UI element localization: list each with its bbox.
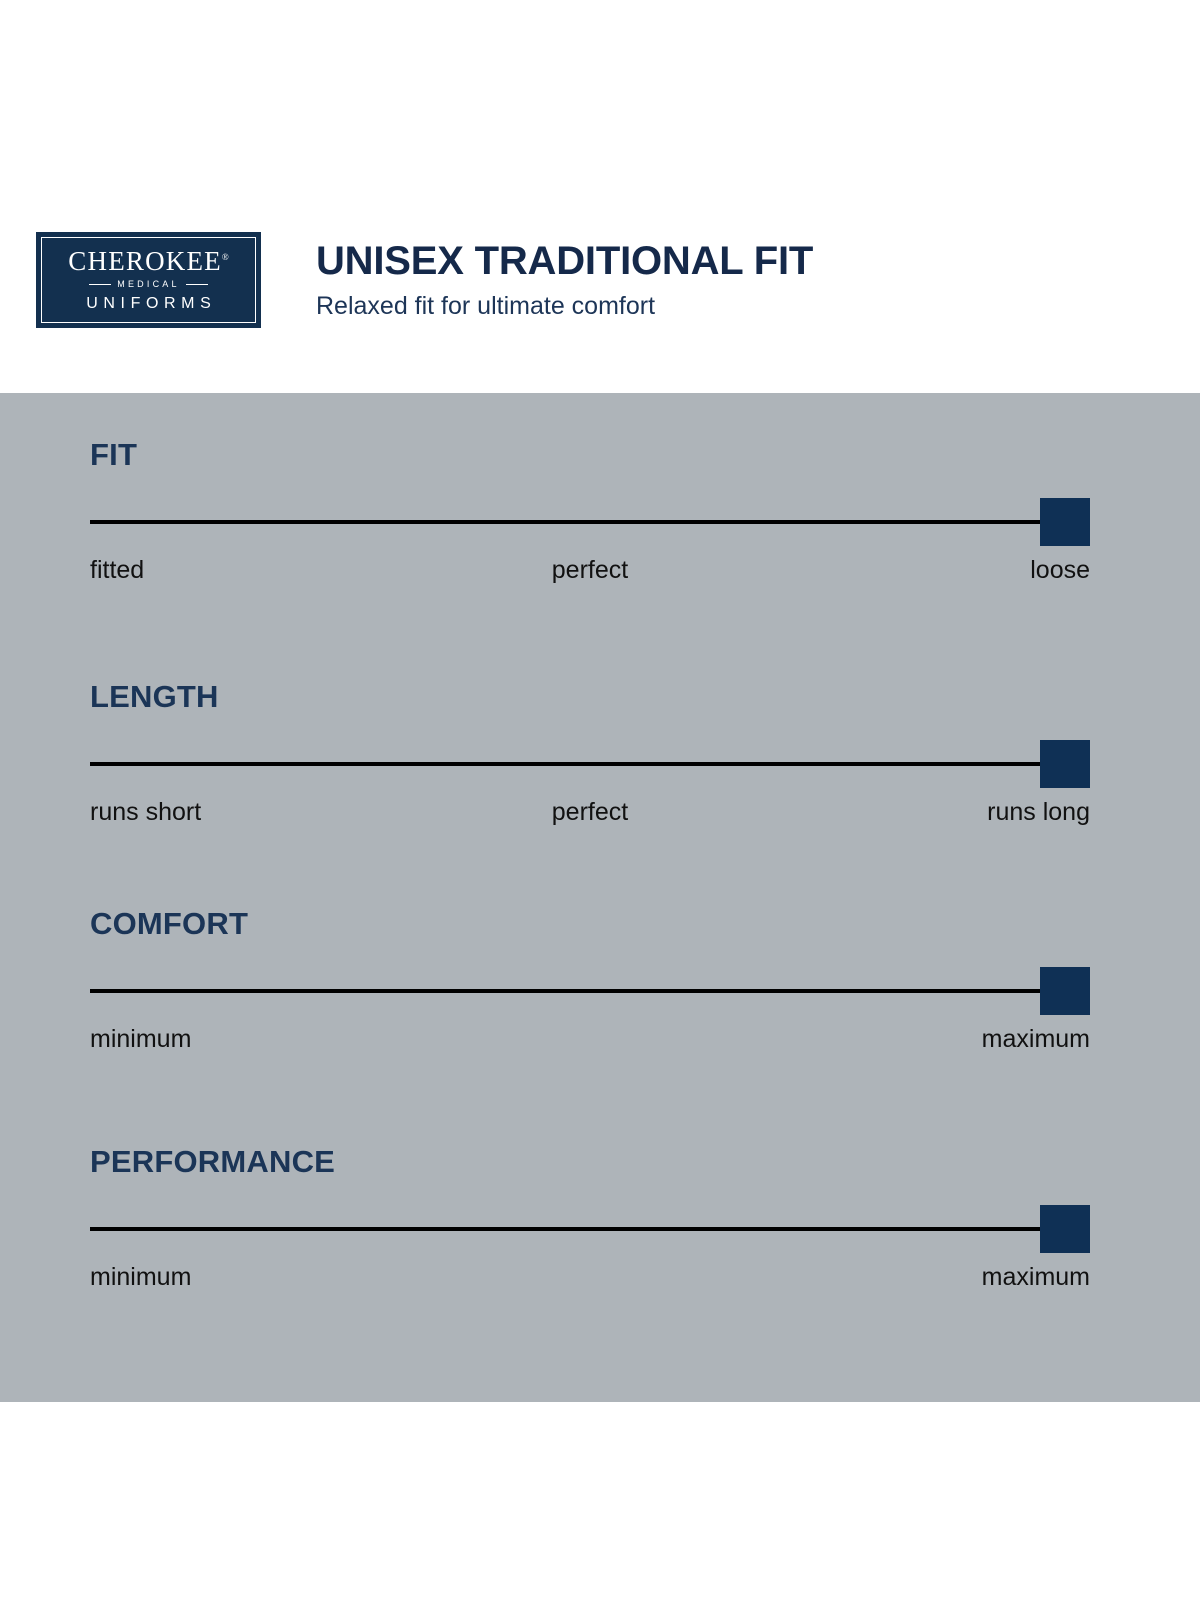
registered-trademark-icon: ® (221, 252, 229, 262)
scale-marker-performance[interactable] (1040, 1205, 1090, 1253)
scale-track-performance[interactable] (90, 1205, 1090, 1253)
scale-label-fit-mid: perfect (551, 556, 629, 584)
logo-uniforms-text: UNIFORMS (86, 295, 217, 312)
scale-marker-fit[interactable] (1040, 498, 1090, 546)
header-text-block: UNISEX TRADITIONAL FIT Relaxed fit for u… (316, 240, 813, 321)
scale-track-length[interactable] (90, 740, 1090, 788)
header-bar: CHEROKEE® MEDICAL UNIFORMS UNISEX TRADIT… (0, 0, 1200, 393)
scale-length: LENGTH runs short perfect runs long (90, 681, 1090, 831)
scale-marker-length[interactable] (1040, 740, 1090, 788)
scale-label-length-mid: perfect (551, 798, 629, 826)
scale-performance: PERFORMANCE minimum maximum (90, 1146, 1090, 1296)
page-subtitle: Relaxed fit for ultimate comfort (316, 292, 656, 320)
scale-label-fit-start: fitted (90, 556, 145, 584)
scale-line-comfort (90, 989, 1090, 993)
scale-line-performance (90, 1227, 1090, 1231)
scale-fit: FIT fitted perfect loose (90, 439, 1090, 589)
scale-heading-length: LENGTH (90, 679, 219, 714)
scale-labels-performance: minimum maximum (90, 1262, 1090, 1296)
scale-label-length-start: runs short (90, 798, 202, 826)
scale-line-fit (90, 520, 1090, 524)
logo-right-rule-icon (185, 283, 208, 286)
scale-track-comfort[interactable] (90, 967, 1090, 1015)
logo-left-rule-icon (89, 283, 112, 286)
cherokee-logo: CHEROKEE® MEDICAL UNIFORMS (36, 232, 261, 328)
scale-heading-performance: PERFORMANCE (90, 1144, 336, 1179)
scale-line-length (90, 762, 1090, 766)
scale-marker-comfort[interactable] (1040, 967, 1090, 1015)
scale-label-performance-end: maximum (981, 1263, 1090, 1291)
scale-label-performance-start: minimum (90, 1263, 192, 1291)
scale-heading-comfort: COMFORT (90, 906, 249, 941)
scale-heading-fit: FIT (90, 437, 138, 472)
scale-labels-length: runs short perfect runs long (90, 797, 1090, 831)
scale-label-comfort-start: minimum (90, 1025, 192, 1053)
logo-medical-row: MEDICAL (74, 280, 224, 289)
scale-label-comfort-end: maximum (981, 1025, 1090, 1053)
scale-labels-comfort: minimum maximum (90, 1024, 1090, 1058)
logo-wordmark-text: CHEROKEE (68, 246, 222, 276)
logo-medical-text: MEDICAL (117, 279, 180, 289)
logo-wordmark: CHEROKEE® (68, 248, 228, 275)
scale-track-fit[interactable] (90, 498, 1090, 546)
page-title: UNISEX TRADITIONAL FIT (316, 239, 814, 283)
logo-inner-border: CHEROKEE® MEDICAL UNIFORMS (41, 237, 256, 323)
fit-scales-panel: FIT fitted perfect loose LENGTH runs sho… (0, 393, 1200, 1402)
scale-label-fit-end: loose (1030, 556, 1090, 584)
scale-labels-fit: fitted perfect loose (90, 555, 1090, 589)
scale-comfort: COMFORT minimum maximum (90, 908, 1090, 1058)
scale-label-length-end: runs long (987, 798, 1090, 826)
